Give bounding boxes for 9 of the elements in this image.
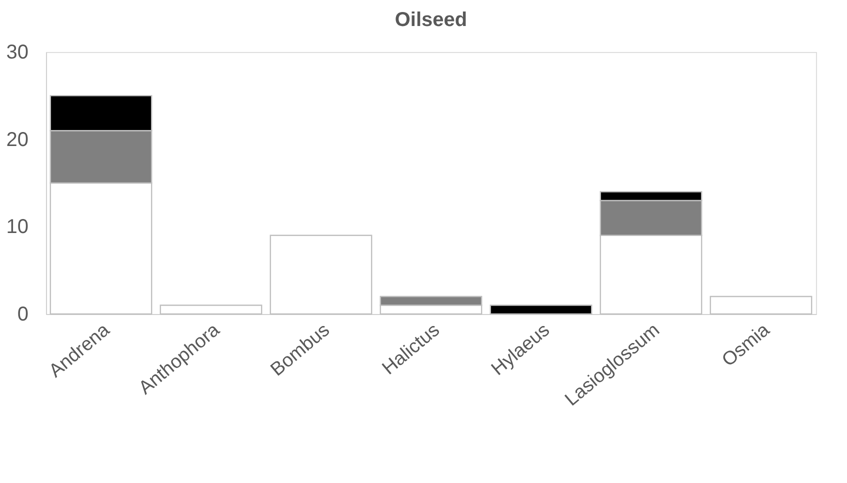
y-tick-label: 0 <box>17 304 28 326</box>
chart-title: Oilseed <box>394 9 468 31</box>
y-tick-label: 10 <box>6 216 28 238</box>
bar <box>710 296 812 315</box>
y-tick-label: 30 <box>6 42 28 64</box>
bar <box>270 234 372 315</box>
bar <box>160 304 262 315</box>
y-tick-label: 20 <box>6 128 28 151</box>
bar <box>490 304 592 315</box>
